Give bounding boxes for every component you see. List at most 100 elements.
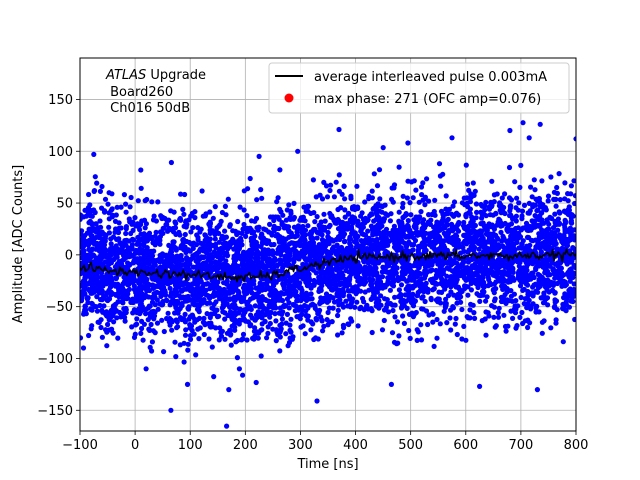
scatter-point [256, 224, 262, 230]
scatter-point [92, 209, 98, 216]
scatter-point [447, 315, 453, 321]
scatter-point [253, 215, 260, 222]
scatter-point [431, 343, 437, 349]
scatter-point [188, 269, 194, 275]
scatter-point [325, 309, 331, 316]
scatter-point [267, 291, 273, 298]
scatter-point [392, 314, 398, 320]
scatter-point [491, 199, 497, 205]
scatter-point [460, 272, 467, 279]
scatter-point [418, 337, 425, 343]
scatter-point [201, 331, 207, 338]
scatter-point [318, 270, 324, 276]
scatter-point [276, 237, 283, 243]
scatter-point [182, 332, 189, 338]
scatter-point [294, 229, 300, 235]
scatter-point [98, 274, 104, 281]
scatter-point [135, 288, 141, 294]
scatter-point [365, 228, 371, 234]
scatter-point [252, 325, 258, 331]
scatter-point [454, 210, 460, 216]
scatter-point [106, 224, 112, 230]
scatter-point [310, 177, 316, 183]
scatter-point [369, 329, 375, 336]
scatter-point [535, 271, 541, 277]
scatter-point [507, 237, 514, 243]
scatter-point [342, 283, 348, 289]
scatter-point [420, 294, 426, 300]
scatter-point [272, 311, 278, 317]
scatter-point [99, 297, 105, 303]
scatter-point [242, 317, 248, 323]
scatter-point [354, 267, 361, 273]
scatter-point [349, 249, 355, 255]
scatter-point [517, 283, 524, 289]
scatter-point [148, 321, 154, 328]
scatter-point [201, 315, 207, 321]
scatter-point [128, 299, 134, 305]
scatter-point [326, 224, 332, 230]
scatter-point [329, 213, 335, 219]
scatter-point [280, 281, 286, 287]
scatter-point [343, 298, 349, 304]
scatter-point [411, 299, 417, 306]
scatter-point [443, 193, 449, 199]
scatter-point [266, 251, 272, 257]
scatter-point [468, 194, 474, 200]
scatter-point [129, 221, 135, 227]
scatter-point [127, 204, 133, 210]
scatter-point [151, 291, 157, 297]
scatter-point [452, 321, 458, 327]
scatter-point [347, 276, 353, 282]
scatter-point [317, 192, 323, 198]
scatter-point [355, 218, 361, 224]
scatter-point [422, 202, 428, 208]
scatter-point [379, 327, 386, 333]
scatter-point [157, 241, 163, 247]
scatter-point [245, 299, 251, 305]
scatter-point [136, 280, 142, 286]
scatter-point [399, 304, 405, 310]
scatter-point [117, 309, 123, 316]
scatter-point [563, 282, 570, 288]
scatter-point [346, 210, 352, 216]
scatter-point [400, 313, 406, 319]
scatter-point [174, 283, 180, 289]
scatter-point [319, 196, 326, 202]
scatter-point [232, 309, 238, 316]
scatter-point [390, 307, 396, 314]
scatter-point [167, 302, 173, 308]
scatter-point [198, 262, 204, 268]
scatter-point [505, 245, 511, 251]
scatter-point [314, 279, 320, 285]
scatter-point [236, 317, 243, 323]
scatter-point [420, 180, 426, 186]
scatter-point [123, 305, 129, 312]
scatter-point [342, 214, 348, 220]
scatter-point [235, 218, 241, 225]
scatter-point [112, 264, 118, 270]
scatter-point [342, 196, 348, 202]
scatter-point [510, 241, 516, 247]
scatter-point [432, 197, 438, 203]
scatter-point [271, 291, 277, 297]
scatter-point [495, 265, 501, 271]
scatter-point [507, 213, 513, 219]
scatter-point [385, 250, 391, 256]
scatter-point [279, 321, 285, 327]
scatter-point [447, 278, 453, 284]
scatter-point [498, 210, 504, 216]
scatter-point [492, 273, 498, 279]
scatter-point [172, 225, 179, 231]
scatter-point [523, 277, 529, 283]
scatter-point [360, 224, 366, 230]
scatter-point [333, 179, 339, 185]
scatter-point [228, 342, 234, 348]
scatter-point [90, 283, 97, 289]
scatter-point [571, 178, 576, 184]
scatter-point [496, 203, 502, 209]
scatter-point [210, 215, 216, 221]
scatter-point [103, 274, 109, 280]
scatter-point [430, 287, 436, 293]
scatter-point [105, 297, 111, 304]
